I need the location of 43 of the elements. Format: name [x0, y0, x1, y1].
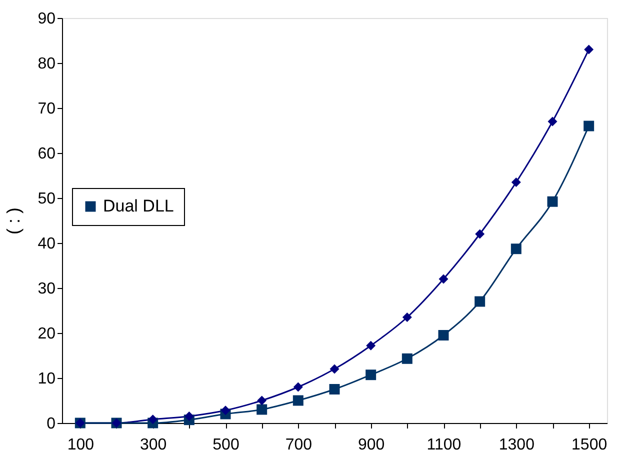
x-tick-label: 1500: [572, 436, 608, 454]
y-tick-label: 60: [38, 146, 56, 162]
y-tick-label: 90: [38, 10, 56, 28]
y-tick-label: 30: [38, 280, 56, 298]
point: [584, 44, 594, 54]
point: [366, 370, 376, 380]
point: [402, 353, 412, 364]
point: [148, 414, 158, 424]
x-tick-label: 1100: [426, 436, 462, 454]
point: [511, 178, 521, 187]
point: [438, 274, 448, 284]
point: [548, 116, 558, 126]
point: [366, 340, 376, 350]
x-tick-label: 700: [285, 436, 312, 454]
y-tick-label: 50: [38, 190, 56, 208]
x-tick-label: 1300: [498, 436, 535, 454]
point: [293, 382, 303, 392]
y-tick-label: 40: [38, 236, 56, 252]
point: [547, 196, 558, 207]
point: [330, 364, 340, 374]
y-tick-label: 0: [46, 416, 56, 432]
x-tick-label: 300: [140, 436, 167, 454]
point: [510, 244, 522, 254]
point: [438, 330, 449, 340]
x-tick-label: 500: [212, 436, 240, 454]
point: [220, 406, 230, 416]
point: [256, 404, 268, 415]
point: [402, 312, 412, 322]
y-tick-label: 10: [38, 370, 56, 388]
point: [584, 120, 594, 132]
x-tick-label: 100: [67, 436, 94, 454]
point: [184, 412, 194, 421]
x-tick-label: 900: [358, 436, 385, 454]
point: [292, 395, 304, 406]
point: [257, 396, 267, 406]
point: [329, 384, 340, 394]
point: [475, 229, 485, 239]
y-tick-label: 80: [38, 56, 56, 72]
y-tick-label: 70: [38, 100, 56, 118]
point: [474, 296, 486, 307]
y-axis-title: ( : ): [4, 208, 24, 234]
y-tick-label: 20: [38, 326, 56, 342]
legend-label: Dual DLL: [103, 196, 174, 216]
